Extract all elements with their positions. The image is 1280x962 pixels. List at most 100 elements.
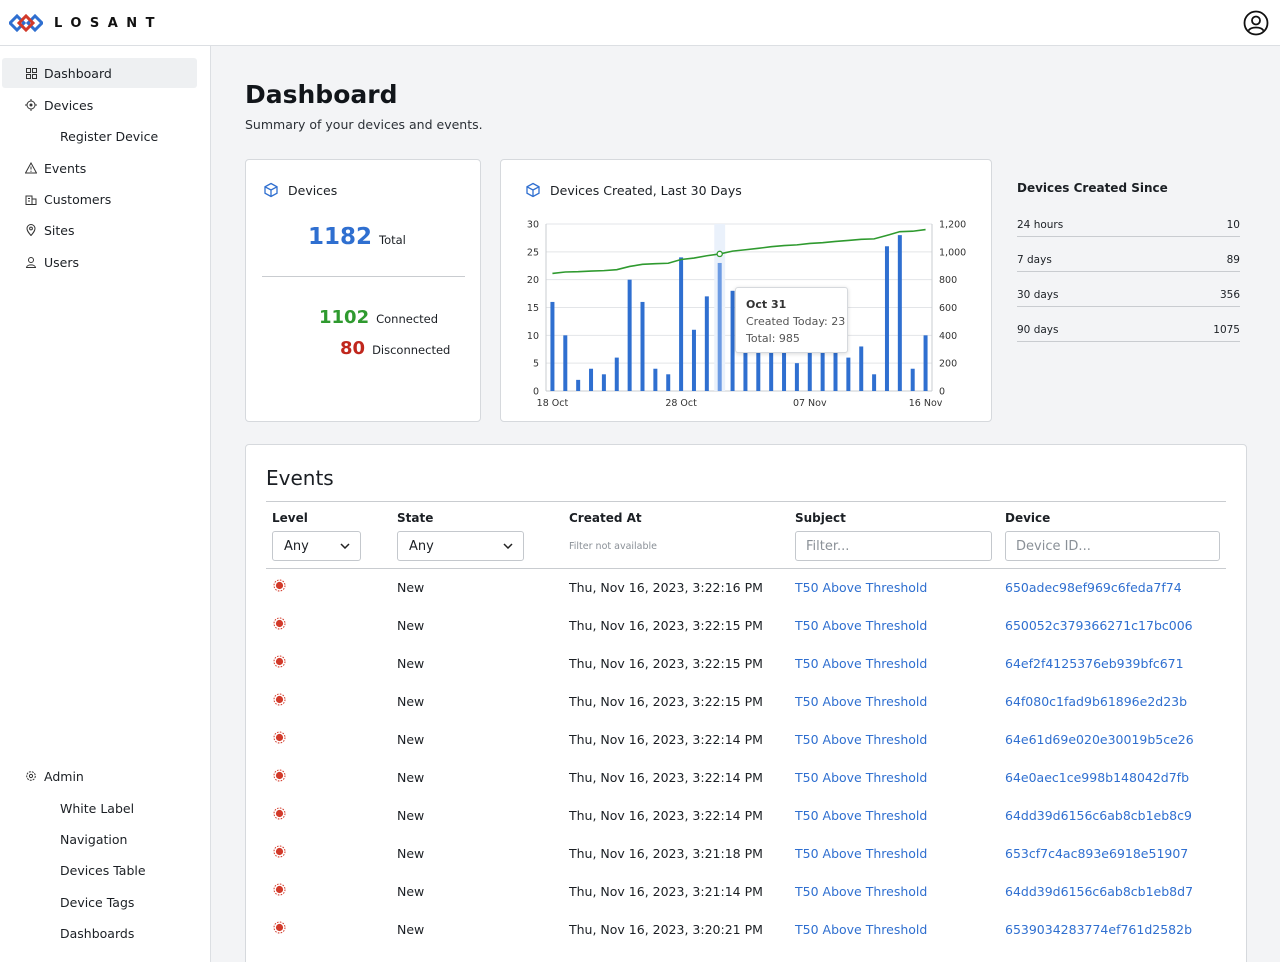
table-row[interactable]: New Thu, Nov 16, 2023, 3:21:14 PM T50 Abov… — [266, 873, 1226, 911]
event-subject-link[interactable]: T50 Above Threshold — [795, 808, 928, 823]
connected-label: Connected — [376, 312, 439, 326]
chart-bar — [807, 340, 812, 391]
top-bar: LOSANT — [0, 0, 1280, 46]
event-state: New — [397, 656, 425, 671]
column-header-level[interactable]: Level — [272, 511, 308, 525]
event-state: New — [397, 580, 425, 595]
event-subject-link[interactable]: T50 Above Threshold — [795, 846, 928, 861]
column-header-device[interactable]: Device — [1005, 511, 1051, 525]
chart-bar — [563, 335, 568, 391]
table-row[interactable]: New Thu, Nov 16, 2023, 3:22:15 PM T50 Abov… — [266, 607, 1226, 645]
admin-gear-icon — [24, 769, 38, 783]
critical-level-icon — [273, 767, 286, 782]
chart-bar — [897, 235, 902, 391]
event-device-link[interactable]: 653cf7c4ac893e6918e51907 — [1005, 846, 1189, 861]
y-right-tick-label: 0 — [939, 387, 945, 398]
table-row[interactable]: New Thu, Nov 16, 2023, 3:22:14 PM T50 Abov… — [266, 721, 1226, 759]
level-filter-value: Any — [284, 538, 309, 554]
table-row[interactable]: New Thu, Nov 16, 2023, 3:22:14 PM T50 Abov… — [266, 797, 1226, 835]
state-filter-select[interactable]: Any — [397, 531, 524, 561]
sidebar-item-device-tags[interactable]: Device Tags — [0, 887, 134, 917]
table-row[interactable]: New Thu, Nov 16, 2023, 3:22:16 PM T50 Abov… — [266, 569, 1226, 607]
chart-bar — [704, 296, 709, 391]
sidebar-item-admin[interactable]: Admin — [0, 761, 84, 791]
table-row[interactable]: New Thu, Nov 16, 2023, 3:22:14 PM T50 Abov… — [266, 759, 1226, 797]
sidebar-item-devices-table[interactable]: Devices Table — [0, 855, 146, 885]
chart-bar — [717, 262, 722, 391]
since-label: 24 hours — [1017, 219, 1064, 231]
event-device-link[interactable]: 64dd39d6156c6ab8cb1eb8d7 — [1005, 884, 1194, 899]
brand-logo[interactable]: LOSANT — [9, 12, 163, 34]
created-filter-unavailable: Filter not available — [569, 541, 658, 552]
column-header-state[interactable]: State — [397, 511, 434, 525]
device-filter-input[interactable] — [1005, 531, 1220, 561]
sidebar-item-navigation[interactable]: Navigation — [0, 824, 127, 854]
sidebar-item-label: Register Device — [60, 128, 159, 144]
chart-bar — [550, 301, 555, 391]
account-button[interactable] — [1243, 10, 1269, 36]
total-stat: 1182 Total — [308, 224, 406, 250]
since-row: 90 days 1075 — [1017, 324, 1240, 342]
event-created-at: Thu, Nov 16, 2023, 3:22:15 PM — [569, 618, 763, 633]
sidebar-item-register-device[interactable]: Register Device — [0, 121, 158, 151]
event-device-link[interactable]: 64dd39d6156c6ab8cb1eb8c9 — [1005, 808, 1192, 823]
event-device-link[interactable]: 650adec98ef969c6feda7f74 — [1005, 580, 1182, 595]
event-subject-link[interactable]: T50 Above Threshold — [795, 580, 928, 595]
sidebar-item-white-label[interactable]: White Label — [0, 793, 134, 823]
critical-level-icon — [273, 615, 286, 630]
table-row[interactable]: New Thu, Nov 16, 2023, 3:21:18 PM T50 Abov… — [266, 835, 1226, 873]
y-right-tick-label: 400 — [939, 331, 957, 342]
critical-level-icon — [273, 691, 286, 706]
event-state: New — [397, 884, 425, 899]
event-device-link[interactable]: 64e0aec1ce998b148042d7fb — [1005, 770, 1190, 785]
y-right-tick-label: 600 — [939, 303, 957, 314]
since-value: 356 — [1219, 289, 1240, 301]
event-subject-link[interactable]: T50 Above Threshold — [795, 618, 928, 633]
event-device-link[interactable]: 64f080c1fad9b61896e2d23b — [1005, 694, 1188, 709]
column-header-subject[interactable]: Subject — [795, 511, 846, 525]
user-circle-icon — [1243, 10, 1269, 36]
event-subject-link[interactable]: T50 Above Threshold — [795, 884, 928, 899]
divider — [266, 568, 1226, 569]
sidebar-item-customers[interactable]: Customers — [0, 184, 111, 214]
chart-bar — [679, 257, 684, 391]
y-left-tick-label: 20 — [527, 275, 539, 286]
event-subject-link[interactable]: T50 Above Threshold — [795, 656, 928, 671]
total-label: Total — [379, 233, 406, 247]
event-device-link[interactable]: 64ef2f4125376eb939bfc671 — [1005, 656, 1184, 671]
table-row[interactable]: New Thu, Nov 16, 2023, 3:22:15 PM T50 Abov… — [266, 645, 1226, 683]
connected-stat: 1102 Connected — [319, 307, 438, 328]
sidebar-item-label: Navigation — [60, 831, 128, 847]
event-state: New — [397, 694, 425, 709]
subject-filter-input[interactable] — [795, 531, 992, 561]
sidebar-item-dashboards[interactable]: Dashboards — [0, 918, 134, 948]
event-device-link[interactable]: 64e61d69e020e30019b5ce26 — [1005, 732, 1194, 747]
chart-bar — [640, 301, 645, 391]
table-row[interactable]: New Thu, Nov 16, 2023, 3:20:21 PM T50 Abov… — [266, 911, 1226, 949]
disconnected-stat: 80 Disconnected — [340, 338, 450, 359]
event-subject-link[interactable]: T50 Above Threshold — [795, 732, 928, 747]
event-device-link[interactable]: 6539034283774ef761d2582b — [1005, 922, 1193, 937]
chart-tooltip: Oct 31 Created Today: 23 Total: 985 — [735, 287, 848, 353]
event-created-at: Thu, Nov 16, 2023, 3:22:14 PM — [569, 770, 763, 785]
x-tick-label: 18 Oct — [537, 398, 569, 409]
chip-icon — [24, 98, 38, 112]
event-device-link[interactable]: 650052c379366271c17bc006 — [1005, 618, 1193, 633]
event-subject-link[interactable]: T50 Above Threshold — [795, 770, 928, 785]
column-header-created-at[interactable]: Created At — [569, 511, 642, 525]
x-tick-label: 16 Nov — [909, 398, 943, 409]
level-filter-select[interactable]: Any — [272, 531, 361, 561]
sidebar-item-events[interactable]: Events — [0, 153, 86, 183]
event-created-at: Thu, Nov 16, 2023, 3:22:15 PM — [569, 656, 763, 671]
table-row[interactable]: New Thu, Nov 16, 2023, 3:22:15 PM T50 Abov… — [266, 683, 1226, 721]
sidebar-item-users[interactable]: Users — [0, 247, 79, 277]
critical-level-icon — [273, 805, 286, 820]
y-left-tick-label: 10 — [527, 331, 539, 342]
x-tick-label: 28 Oct — [665, 398, 697, 409]
user-icon — [24, 255, 38, 269]
sidebar-item-dashboard[interactable]: Dashboard — [2, 58, 197, 88]
event-subject-link[interactable]: T50 Above Threshold — [795, 922, 928, 937]
event-subject-link[interactable]: T50 Above Threshold — [795, 694, 928, 709]
sidebar-item-sites[interactable]: Sites — [0, 215, 75, 245]
sidebar-item-devices[interactable]: Devices — [0, 90, 93, 120]
